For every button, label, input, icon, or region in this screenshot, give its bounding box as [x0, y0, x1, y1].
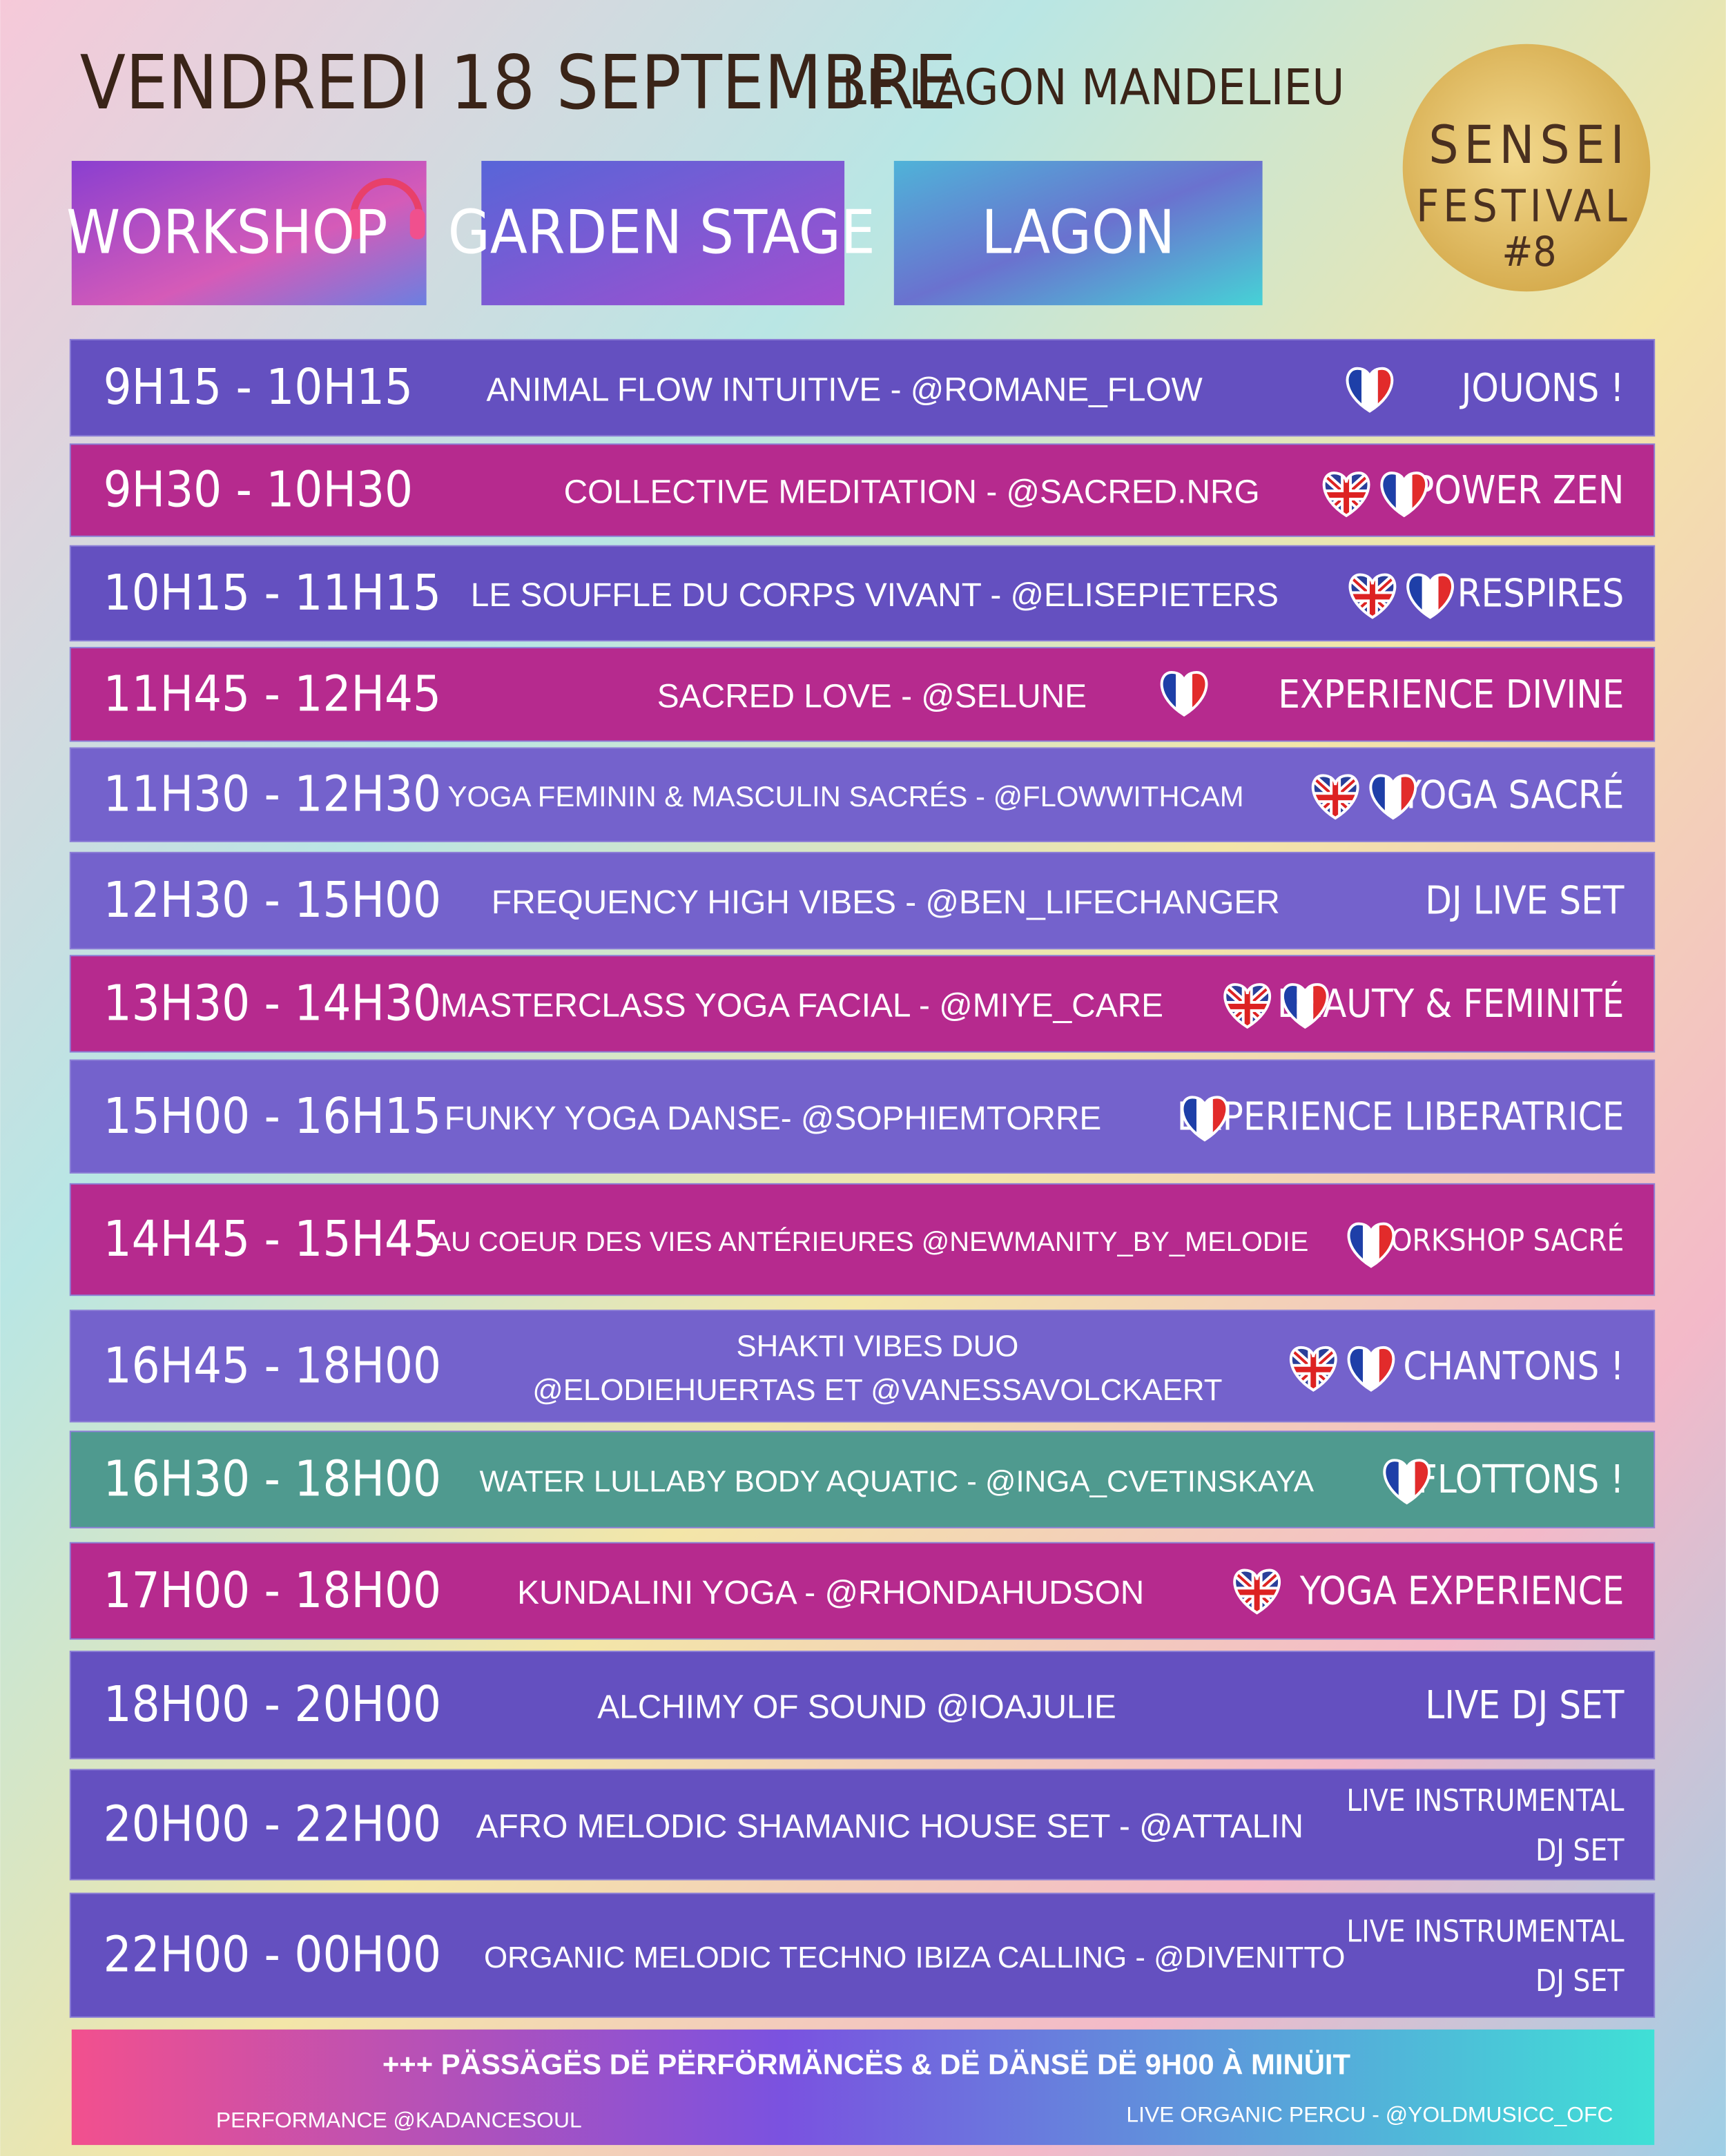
session-title: ANIMAL FLOW INTUITIVE - @ROMANE_FLOW	[486, 371, 1202, 408]
session-category: FLOTTONS !	[1417, 1457, 1624, 1502]
festival-subtitle: FESTIVAL	[1416, 181, 1631, 232]
session-category: YOGA EXPERIENCE	[1299, 1569, 1625, 1614]
session-category: YOGA SACRÉ	[1399, 773, 1624, 817]
schedule-row	[69, 851, 1656, 950]
footer-left: PERFORMANCE @KADANCESOUL	[216, 2108, 582, 2133]
schedule-row	[69, 647, 1656, 742]
session-title: ALCHIMY OF SOUND @IOAJULIE	[597, 1689, 1116, 1725]
headphones-icon	[348, 177, 425, 240]
session-title: SACRED LOVE - @SELUNE	[657, 678, 1087, 715]
session-title: YOGA FEMININ & MASCULIN SACRÉS - @FLOWWI…	[448, 780, 1244, 813]
schedule-row	[69, 955, 1656, 1053]
session-title: AU COEUR DES VIES ANTÉRIEURES @NEWMANITY…	[433, 1226, 1309, 1257]
session-category: DJ SET	[1535, 1833, 1625, 1868]
time-slot: 9H30 - 10H30	[104, 460, 413, 518]
session-category: POWER ZEN	[1413, 468, 1624, 513]
schedule-row	[69, 1059, 1656, 1174]
session-category: DJ LIVE SET	[1425, 879, 1624, 924]
time-slot: 14H45 - 15H45	[104, 1210, 441, 1268]
time-slot: 11H30 - 12H30	[104, 765, 441, 823]
session-category: LIVE DJ SET	[1425, 1683, 1624, 1728]
time-slot: 20H00 - 22H00	[104, 1794, 441, 1852]
time-slot: 22H00 - 00H00	[104, 1925, 441, 1983]
session-category: LIVE INSTRUMENTAL	[1346, 1783, 1624, 1818]
session-category: RESPIRES	[1457, 572, 1625, 616]
time-slot: 18H00 - 20H00	[104, 1675, 441, 1733]
stage-label: LAGON	[982, 197, 1175, 267]
schedule-row	[69, 1892, 1656, 2018]
session-title: ORGANIC MELODIC TECHNO IBIZA CALLING - @…	[484, 1941, 1345, 1974]
venue: LE LAGON MANDELIEU	[842, 58, 1344, 116]
stage-tab[interactable]	[481, 161, 845, 306]
time-slot: 10H15 - 11H15	[104, 563, 441, 621]
stage-label: GARDEN STAGE	[448, 197, 875, 267]
footer-banner	[71, 2029, 1655, 2146]
session-category: DJ SET	[1535, 1963, 1625, 1999]
session-title: WATER LULLABY BODY AQUATIC - @INGA_CVETI…	[479, 1465, 1314, 1499]
session-category: EXPERIENCE DIVINE	[1278, 672, 1624, 717]
time-slot: 11H45 - 12H45	[104, 664, 441, 722]
time-slot: 16H30 - 18H00	[104, 1450, 441, 1508]
stage-tab[interactable]	[893, 161, 1263, 306]
page-title: VENDREDI 18 SEPTEMBRE	[80, 40, 956, 126]
schedule-row	[69, 1651, 1656, 1760]
session-title: LE SOUFFLE DU CORPS VIVANT - @ELISEPIETE…	[471, 577, 1279, 614]
schedule-row	[69, 1542, 1656, 1640]
session-title: FREQUENCY HIGH VIBES - @BEN_LIFECHANGER	[492, 884, 1280, 921]
session-category: LIVE INSTRUMENTAL	[1346, 1914, 1624, 1949]
session-title: SHAKTI VIBES DUO	[736, 1329, 1018, 1363]
session-title: FUNKY YOGA DANSE- @SOPHIEMTORRE	[445, 1100, 1102, 1137]
session-category: JOUONS !	[1460, 366, 1625, 411]
moon-logo	[1402, 43, 1651, 292]
time-slot: 16H45 - 18H00	[104, 1336, 441, 1394]
time-slot: 13H30 - 14H30	[104, 973, 441, 1031]
time-slot: 17H00 - 18H00	[104, 1561, 441, 1619]
session-category: WORKSHOP SACRÉ	[1364, 1222, 1624, 1259]
session-title: COLLECTIVE MEDITATION - @SACRED.NRG	[564, 474, 1260, 511]
festival-edition: #8	[1502, 229, 1556, 276]
session-title: MASTERCLASS YOGA FACIAL - @MIYE_CARE	[440, 988, 1163, 1024]
session-category: BEAUTY & FEMINITÉ	[1277, 982, 1625, 1027]
stage-label: WORKSHOP	[66, 197, 387, 267]
session-title: AFRO MELODIC SHAMANIC HOUSE SET - @ATTAL…	[476, 1809, 1303, 1845]
session-category: CHANTONS !	[1403, 1344, 1624, 1389]
footer-headline: +++ PÄSSÄGËS DË PËRFÖRMÄNCËS & DË DÄNSË …	[382, 2048, 1351, 2081]
time-slot: 9H15 - 10H15	[104, 358, 413, 416]
session-title: @ELODIEHUERTAS ET @VANESSAVOLCKAERT	[532, 1373, 1222, 1407]
session-category: EXPERIENCE LIBERATRICE	[1177, 1094, 1625, 1139]
footer-right: LIVE ORGANIC PERCU - @YOLDMUSICC_OFC	[1126, 2102, 1613, 2127]
time-slot: 12H30 - 15H00	[104, 871, 441, 929]
session-title: KUNDALINI YOGA - @RHONDAHUDSON	[517, 1575, 1144, 1611]
festival-name: SENSEI	[1428, 115, 1629, 175]
time-slot: 15H00 - 16H15	[104, 1087, 441, 1145]
schedule-row	[69, 1769, 1656, 1881]
